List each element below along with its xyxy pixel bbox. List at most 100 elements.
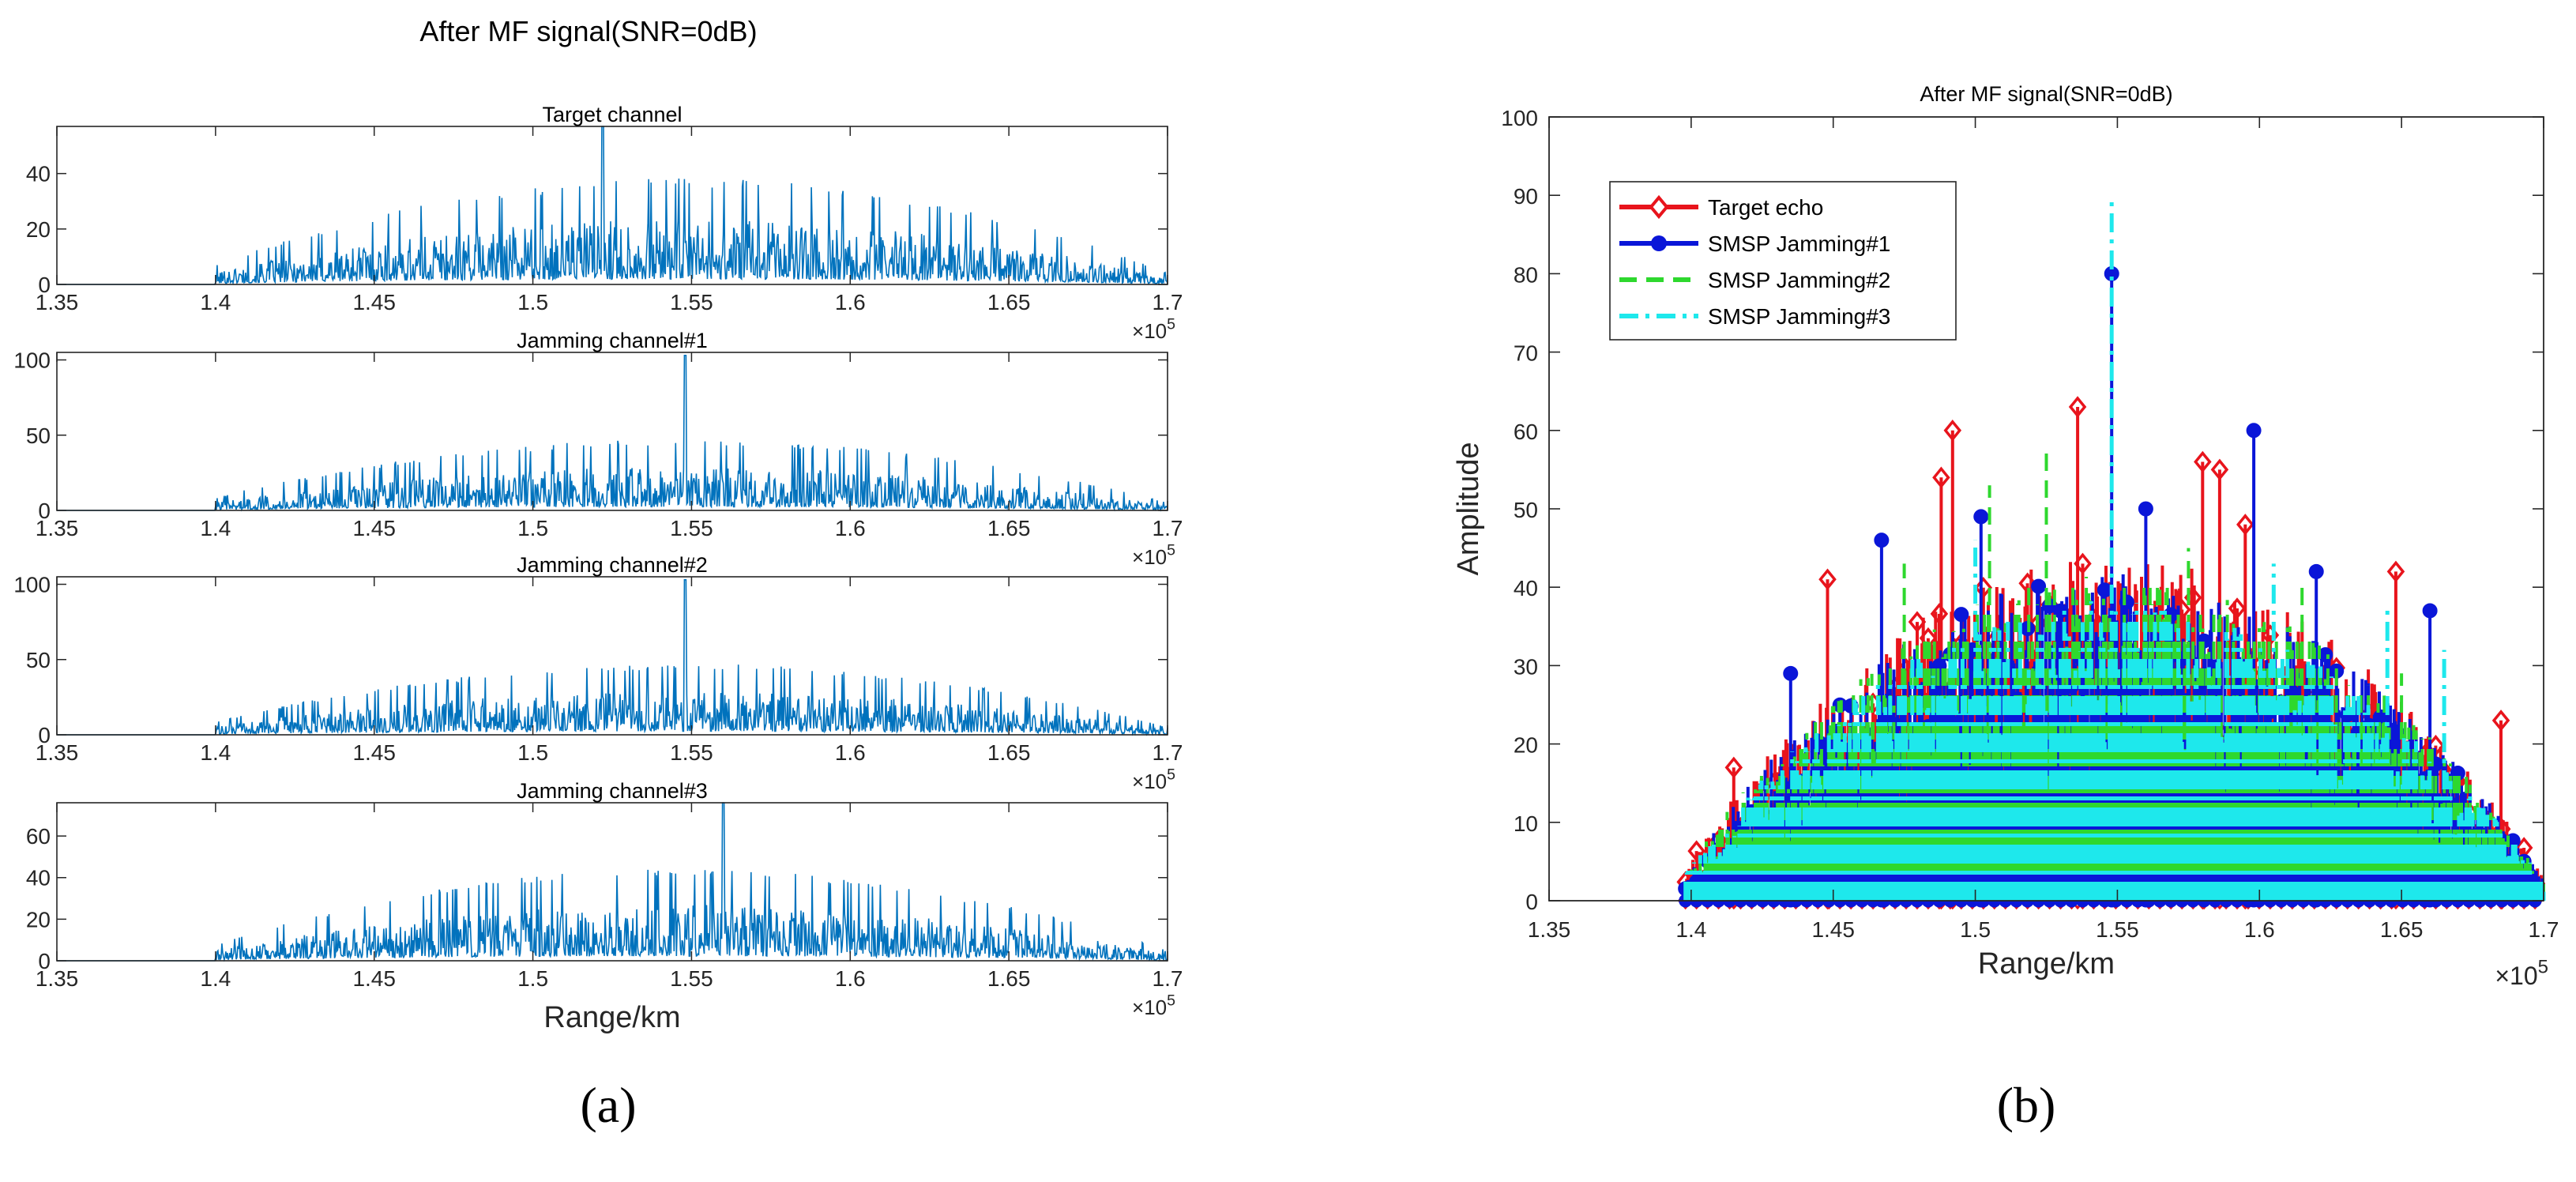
- x-tick-label: 1.55: [670, 516, 713, 540]
- panel-a-title: After MF signal(SNR=0dB): [419, 15, 757, 47]
- x-tick-label: 1.6: [835, 290, 866, 314]
- subplot-2: Jamming channel#1 0 50 100 1.35 1.4 1.45 1.5 1.5…: [13, 329, 1183, 569]
- x-tick-label: 1.4: [200, 516, 231, 540]
- x-tick-label: 1.65: [987, 966, 1031, 991]
- subplot-title-3: Jamming channel#2: [517, 553, 708, 577]
- series-marker: [1687, 840, 1705, 862]
- series-marker: [1973, 509, 1989, 525]
- series-marker: [2138, 501, 2153, 517]
- x-tick-label: 1.55: [670, 290, 713, 314]
- x-tick-label: 1.6: [835, 516, 866, 540]
- series-marker: [1930, 603, 1949, 625]
- series-marker: [2068, 396, 2087, 418]
- y-tick-label: 50: [26, 423, 51, 448]
- x-tick-label: 1.45: [352, 290, 396, 314]
- y-tick-label: 60: [1514, 420, 1538, 444]
- series-marker: [1908, 611, 1927, 633]
- x-tick-label: 1.35: [36, 966, 79, 991]
- y-tick-label: 40: [26, 162, 51, 186]
- x-tick-label: 1.65: [987, 740, 1031, 765]
- series-marker: [1783, 665, 1799, 681]
- x-multiplier: ×105: [2495, 957, 2548, 990]
- x-tick-label: 1.7: [2529, 917, 2559, 942]
- series-marker: [1943, 420, 1962, 442]
- y-tick-label: 20: [26, 217, 51, 242]
- x-tick-label: 1.55: [2096, 917, 2139, 942]
- legend-label-1: Target echo: [1708, 195, 1823, 220]
- series-marker: [2119, 594, 2134, 610]
- series-4: [1683, 195, 2546, 901]
- x-tick-label: 1.4: [200, 966, 231, 991]
- x-tick-label: 1.5: [517, 740, 548, 765]
- x-multiplier-4: ×105: [1132, 992, 1175, 1019]
- channel-trace-1: [57, 126, 1168, 286]
- series-marker: [1954, 607, 1969, 623]
- y-tick-label: 40: [1514, 576, 1538, 600]
- x-multiplier-2: ×105: [1132, 541, 1175, 569]
- series-marker: [2236, 514, 2254, 536]
- x-tick-label: 1.35: [36, 516, 79, 540]
- series-marker: [1874, 533, 1890, 548]
- x-tick-label: 1.45: [1811, 917, 1855, 942]
- x-tick-label: 1.6: [835, 966, 866, 991]
- series-marker: [2031, 578, 2047, 594]
- x-tick-label: 1.6: [835, 740, 866, 765]
- y-tick-label: 40: [26, 866, 51, 890]
- panel-b-title: After MF signal(SNR=0dB): [1920, 82, 2172, 106]
- axes-box-2: [56, 352, 1168, 511]
- series-marker: [2074, 552, 2092, 575]
- x-tick-label: 1.4: [200, 740, 231, 765]
- y-tick-label: 0: [38, 723, 51, 747]
- y-tick-label: 100: [13, 348, 51, 373]
- x-multiplier-1: ×105: [1132, 315, 1175, 343]
- y-tick-label: 20: [26, 907, 51, 932]
- legend-marker: [1649, 194, 1669, 220]
- x-tick-label: 1.65: [987, 516, 1031, 540]
- subplot-title-1: Target channel: [542, 103, 682, 126]
- subplot-1: Target channel 0 20 40 1.35 1.4 1.45 1.5 1.55 1.6…: [26, 103, 1183, 343]
- axes-box-4: [56, 802, 1168, 962]
- x-tick-label: 1.45: [352, 740, 396, 765]
- channel-trace-4: [57, 802, 1168, 962]
- series-marker: [2308, 563, 2324, 579]
- x-multiplier-3: ×105: [1132, 766, 1175, 793]
- legend-label-3: SMSP Jamming#2: [1708, 268, 1890, 292]
- x-tick-label: 1.5: [517, 966, 548, 991]
- series-marker: [2422, 603, 2438, 619]
- series-marker: [2386, 560, 2405, 583]
- x-axis-label: Range/km: [543, 1001, 680, 1034]
- y-tick-label: 100: [1501, 106, 1538, 130]
- series-marker: [2228, 597, 2247, 619]
- panel-a: After MF signal(SNR=0dB) Target channel 0 2…: [13, 15, 1183, 1034]
- x-axis-label: Range/km: [1978, 947, 2115, 981]
- y-tick-label: 50: [26, 648, 51, 672]
- panel-b: 0 10 20 30 40 50 60 70 80 90 100 1.35 1.4 1.45 1.5 1.55…: [1452, 82, 2559, 990]
- x-tick-label: 1.6: [2244, 917, 2275, 942]
- series-marker: [1974, 577, 1993, 599]
- subplot-3: Jamming channel#2 0 50 100 1.35 1.4 1.45 1.5 1.5…: [13, 553, 1183, 793]
- x-tick-label: 1.45: [352, 966, 396, 991]
- y-tick-label: 20: [1514, 733, 1538, 758]
- x-tick-label: 1.4: [200, 290, 231, 314]
- series-marker: [2246, 423, 2262, 439]
- legend-marker: [1651, 235, 1667, 251]
- x-tick-label: 1.65: [2380, 917, 2424, 942]
- series-marker: [1932, 466, 1950, 489]
- x-tick-label: 1.45: [352, 516, 396, 540]
- legend: Target echo SMSP Jamming#1 SMSP Jamming#2 S…: [1609, 181, 1957, 341]
- subplot-title-2: Jamming channel#1: [517, 329, 708, 352]
- y-tick-label: 0: [38, 273, 51, 297]
- panel-a-label: (a): [580, 1077, 636, 1133]
- y-tick-label: 0: [38, 499, 51, 523]
- axes-box-3: [56, 576, 1168, 736]
- series-marker: [1818, 568, 1837, 591]
- x-tick-label: 1.35: [1528, 917, 1571, 942]
- series-stems-4: [1683, 195, 2546, 901]
- x-tick-label: 1.7: [1153, 516, 1183, 540]
- x-tick-label: 1.55: [670, 966, 713, 991]
- series-marker: [2210, 458, 2229, 481]
- series-marker: [2491, 710, 2510, 732]
- axes-box-1: [56, 126, 1168, 285]
- x-tick-label: 1.4: [1675, 917, 1706, 942]
